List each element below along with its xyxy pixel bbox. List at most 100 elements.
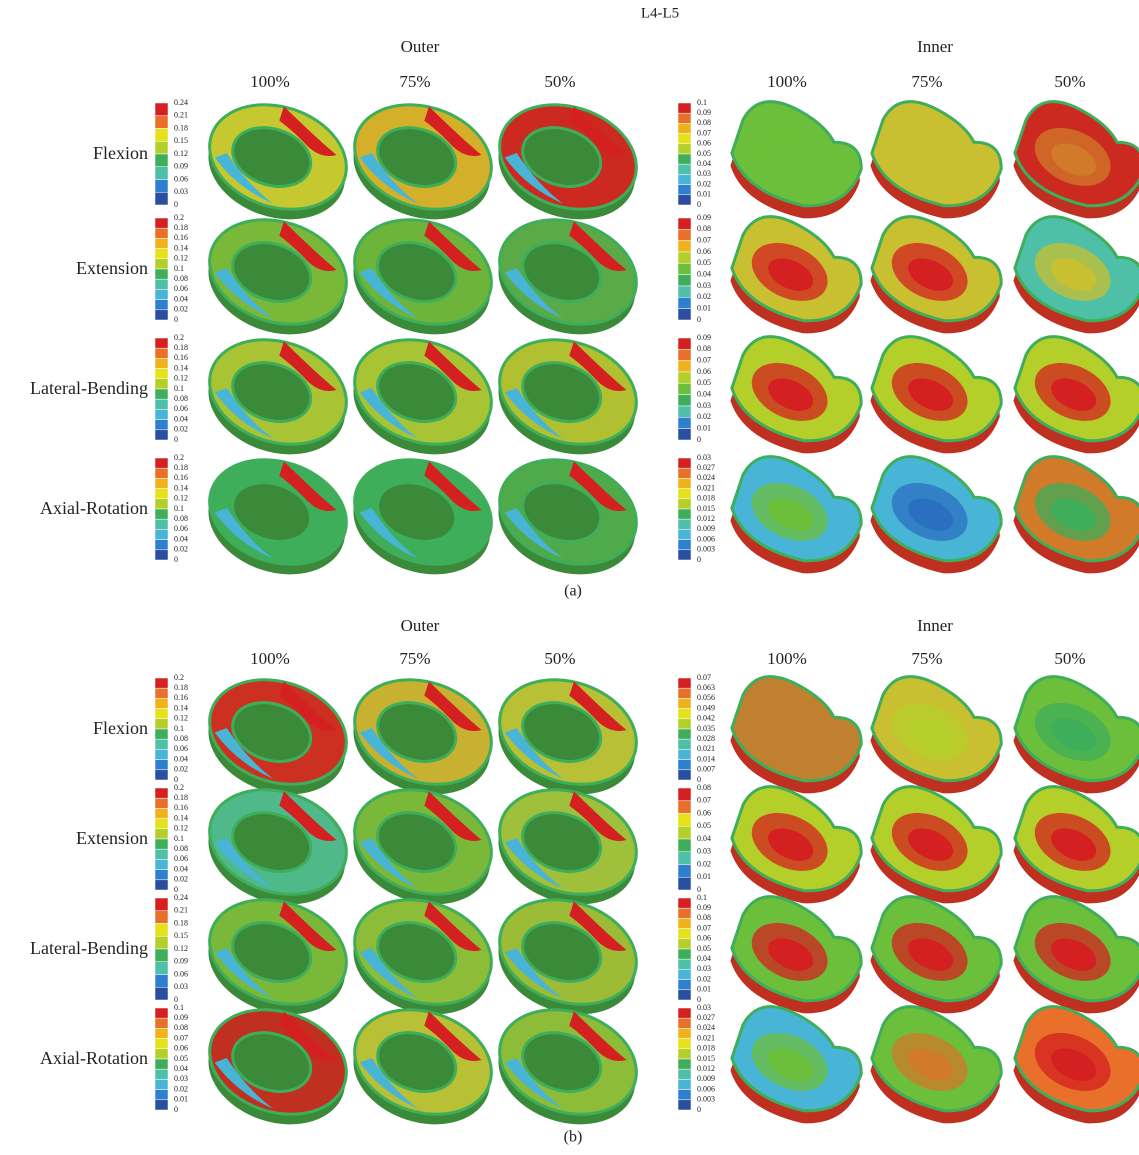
legend-swatch — [154, 987, 169, 1001]
legend-swatch — [677, 1089, 692, 1101]
legend-swatch — [154, 337, 169, 349]
legend-label: 0.06 — [174, 524, 188, 533]
outer-disc — [208, 678, 348, 795]
disc-band — [359, 507, 419, 559]
legend-label: 0.02 — [697, 859, 711, 868]
legend-label: 0.1 — [697, 98, 707, 107]
disc-band — [504, 152, 564, 204]
disc-core — [768, 378, 814, 411]
legend-label: 0.18 — [174, 223, 188, 232]
legend-swatch — [154, 166, 169, 180]
legend-label: 0.1 — [174, 264, 184, 273]
legend-swatch — [154, 797, 169, 809]
legend-label: 0.04 — [174, 534, 188, 543]
legend-swatch — [154, 398, 169, 410]
legend-swatch — [154, 478, 169, 489]
legend-swatch — [154, 347, 169, 359]
inner-disc — [870, 455, 1003, 574]
legend-swatch — [677, 394, 692, 407]
legend-swatch — [677, 864, 692, 878]
legend-label: 0.1 — [174, 724, 184, 733]
legend-swatch — [677, 838, 692, 852]
legend-label: 0 — [174, 775, 178, 784]
legend-swatch — [154, 1048, 169, 1060]
inner-disc — [870, 100, 1003, 219]
legend-label: 0.05 — [697, 258, 711, 267]
legend-label: 0.1 — [174, 1003, 184, 1012]
legend-swatch — [154, 974, 169, 988]
legend-swatch — [154, 179, 169, 193]
legend-label: 0.09 — [697, 903, 711, 912]
legend-label: 0.02 — [697, 974, 711, 983]
legend-label: 0.08 — [174, 394, 188, 403]
legend-swatch — [154, 467, 169, 479]
legend-label: 0.01 — [697, 985, 711, 994]
legend-swatch — [677, 787, 692, 801]
column-label: 50% — [544, 72, 575, 91]
legend-label: 0.08 — [174, 734, 188, 743]
legend-label: 0.063 — [697, 683, 715, 692]
legend-label: 0.06 — [697, 139, 711, 148]
disc-core — [908, 1048, 954, 1081]
legend-swatch — [677, 769, 692, 781]
legend-swatch — [154, 518, 169, 530]
legend-label: 0.15 — [174, 931, 188, 940]
inner-disc — [1013, 895, 1139, 1014]
legend-swatch — [677, 371, 692, 384]
legend-label: 0 — [697, 200, 701, 209]
legend-swatch — [154, 1038, 169, 1050]
legend-swatch — [677, 143, 692, 155]
legend-swatch — [154, 258, 169, 270]
inner-disc — [730, 895, 863, 1014]
legend-label: 0.04 — [697, 269, 711, 278]
legend-label: 0.027 — [697, 1013, 715, 1022]
legend-swatch — [154, 1089, 169, 1101]
legend-swatch — [677, 907, 692, 919]
legend-swatch — [677, 1038, 692, 1050]
legend-swatch — [154, 289, 169, 300]
legend-label: 0.014 — [697, 754, 715, 763]
legend-swatch — [154, 961, 169, 975]
legend-label: 0.05 — [697, 944, 711, 953]
outer-disc — [208, 898, 348, 1015]
legend-swatch — [677, 539, 692, 551]
legend-swatch — [677, 851, 692, 865]
legend-swatch — [154, 818, 169, 830]
legend-label: 0.03 — [697, 401, 711, 410]
inner-disc — [1013, 1005, 1139, 1124]
legend-swatch — [154, 749, 169, 760]
legend-label: 0 — [174, 435, 178, 444]
legend-label: 0.015 — [697, 504, 715, 513]
legend-swatch — [677, 1028, 692, 1039]
legend-label: 0.1 — [174, 834, 184, 843]
legend-swatch — [154, 488, 169, 500]
disc-band — [359, 387, 419, 439]
disc-band — [359, 1057, 419, 1109]
legend-swatch — [677, 677, 692, 689]
inner-disc — [730, 1005, 863, 1124]
legend-swatch — [677, 308, 692, 321]
legend-swatch — [677, 1068, 692, 1080]
legend-swatch — [154, 769, 169, 781]
legend-swatch — [677, 133, 692, 145]
outer-disc — [353, 898, 493, 1015]
legend-label: 0.08 — [697, 224, 711, 233]
legend-label: 0.01 — [174, 1095, 188, 1104]
legend-label: 0.049 — [697, 703, 715, 712]
legend-swatch — [154, 358, 169, 369]
legend-swatch — [677, 1017, 692, 1029]
legend-label: 0.1 — [174, 504, 184, 513]
legend-swatch — [154, 910, 169, 924]
legend-swatch — [154, 529, 169, 540]
inner-disc — [1013, 335, 1139, 454]
legend-swatch — [677, 826, 692, 840]
legend-swatch — [154, 848, 169, 860]
legend-swatch — [154, 897, 169, 911]
legend-label: 0.03 — [697, 281, 711, 290]
disc-band — [504, 267, 564, 319]
legend-swatch — [154, 238, 169, 249]
legend-swatch — [154, 1099, 169, 1111]
legend-swatch — [677, 123, 692, 134]
inner-disc — [1013, 675, 1139, 794]
outer-disc — [498, 678, 638, 795]
